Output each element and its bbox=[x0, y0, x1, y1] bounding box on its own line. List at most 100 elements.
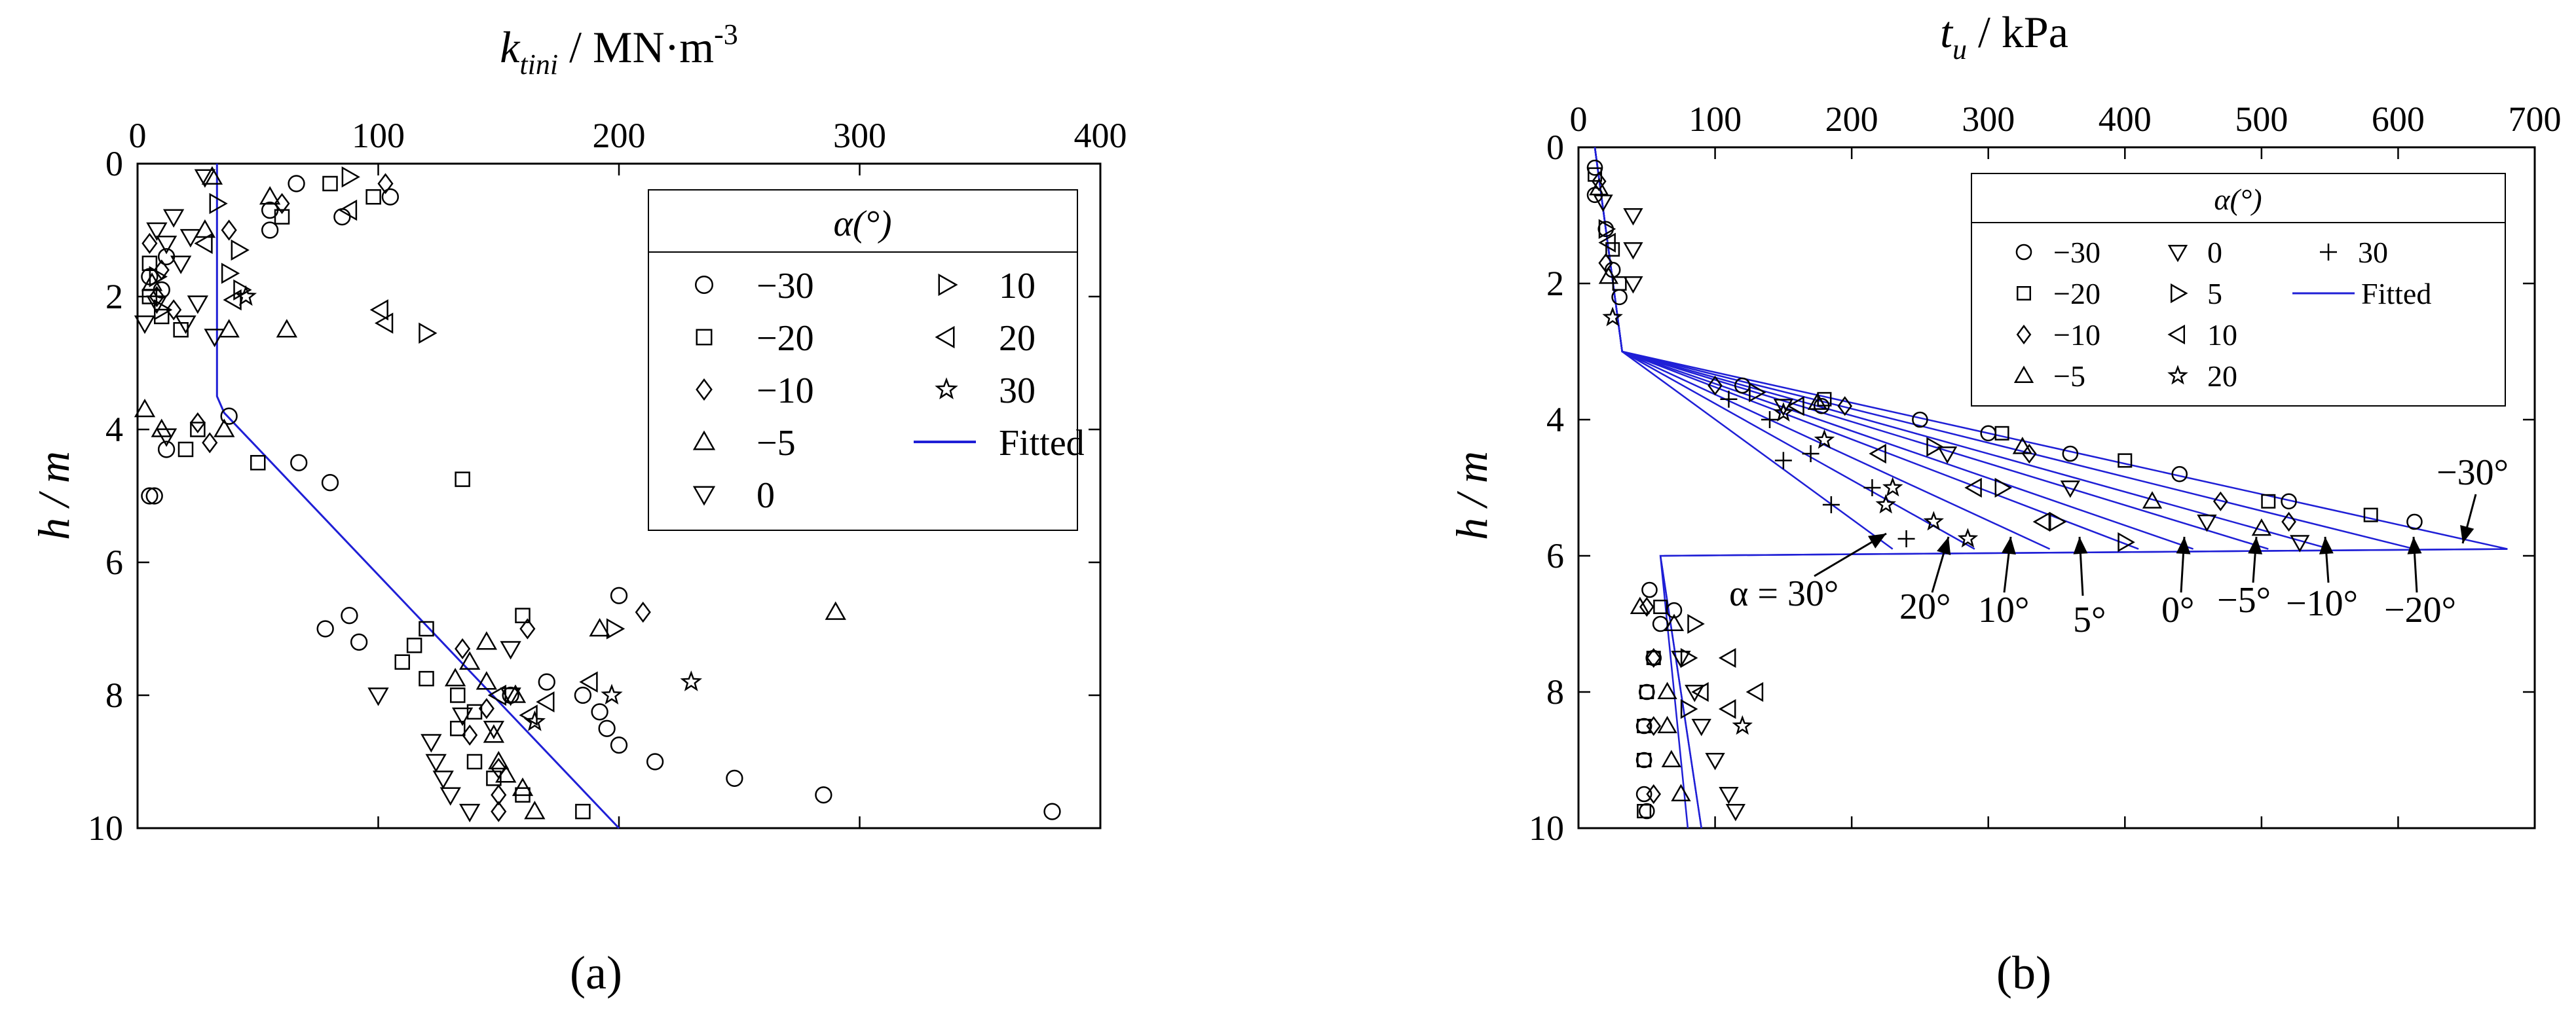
data-point bbox=[1912, 411, 1928, 428]
data-point bbox=[2060, 481, 2081, 498]
fitted-line bbox=[1594, 147, 1894, 550]
legend-marker bbox=[2167, 245, 2188, 263]
legend-b: α(°) −30 0 30 −20 5 Fitted −10 10 −5 20 bbox=[1971, 173, 2506, 407]
data-point bbox=[1605, 242, 1620, 257]
legend-marker bbox=[2017, 286, 2031, 300]
data-point bbox=[288, 175, 305, 192]
data-point bbox=[1787, 396, 1804, 416]
data-point bbox=[680, 670, 703, 691]
annotation-arrowhead bbox=[2460, 525, 2474, 543]
data-point bbox=[1875, 494, 1896, 514]
annotation-label: 5° bbox=[2073, 600, 2106, 640]
data-point bbox=[341, 607, 358, 625]
data-point bbox=[177, 441, 194, 458]
data-point bbox=[458, 651, 481, 670]
legend-marker bbox=[2171, 283, 2188, 304]
data-point bbox=[478, 698, 495, 719]
data-point bbox=[1957, 528, 1979, 548]
data-point bbox=[1837, 396, 1853, 416]
data-point bbox=[635, 602, 651, 623]
data-point bbox=[419, 322, 438, 344]
data-point bbox=[2012, 437, 2033, 454]
legend-marker bbox=[935, 325, 955, 349]
data-point bbox=[455, 638, 471, 660]
data-point bbox=[466, 754, 483, 770]
data-point bbox=[250, 455, 266, 471]
data-point bbox=[218, 319, 240, 338]
legend-marker bbox=[696, 378, 713, 401]
data-point bbox=[406, 638, 422, 653]
data-point bbox=[1641, 581, 1658, 598]
panel-label-a: (a) bbox=[570, 947, 622, 999]
data-point bbox=[233, 279, 252, 301]
y-tick-label: 10 bbox=[1529, 809, 1564, 848]
data-point bbox=[2281, 493, 2297, 510]
legend-marker bbox=[2167, 324, 2185, 345]
data-point bbox=[1718, 699, 1736, 719]
data-point bbox=[1745, 682, 1764, 702]
data-point bbox=[462, 724, 478, 746]
x-tick-label: 100 bbox=[352, 116, 405, 155]
data-point bbox=[1705, 753, 1725, 771]
data-point bbox=[175, 315, 196, 335]
data-point bbox=[432, 771, 454, 790]
data-point bbox=[1638, 683, 1655, 700]
legend-box-a bbox=[648, 189, 1078, 531]
annotation-label: −20° bbox=[2384, 590, 2456, 630]
data-point bbox=[450, 687, 466, 703]
data-point bbox=[231, 239, 250, 261]
annotation-arrowhead bbox=[2073, 537, 2088, 554]
data-point bbox=[341, 166, 360, 188]
data-point bbox=[487, 684, 506, 706]
data-point bbox=[2062, 445, 2079, 462]
legend-marker bbox=[938, 273, 958, 297]
data-point bbox=[1718, 647, 1736, 668]
data-point bbox=[1687, 613, 1705, 634]
y-tick-label: 2 bbox=[105, 277, 123, 316]
y-tick-label: 4 bbox=[105, 410, 123, 449]
legend-marker bbox=[935, 377, 958, 399]
data-point bbox=[155, 428, 177, 447]
annotation-label: −10° bbox=[2286, 583, 2358, 624]
panel-b: tu / kPa h / m (b) 0 100 200 300 400 500 600 70… bbox=[1447, 7, 2562, 999]
data-point bbox=[1645, 649, 1662, 666]
data-point bbox=[1964, 477, 1982, 498]
data-point bbox=[2261, 494, 2276, 509]
legend-marker bbox=[2320, 244, 2337, 261]
annotation-label: −5° bbox=[2217, 580, 2271, 621]
data-point bbox=[1637, 804, 1652, 818]
data-point bbox=[179, 228, 202, 248]
data-point bbox=[444, 668, 466, 687]
data-point bbox=[483, 724, 505, 743]
fitted-line bbox=[215, 164, 620, 829]
data-point bbox=[589, 617, 610, 637]
data-point bbox=[1661, 750, 1681, 767]
y-tick-label: 10 bbox=[88, 809, 123, 848]
annotation-arrowhead bbox=[2407, 537, 2422, 554]
data-point bbox=[476, 671, 498, 690]
data-point bbox=[574, 686, 592, 704]
y-tick-label: 8 bbox=[105, 676, 123, 715]
y-tick-label: 2 bbox=[1546, 264, 1564, 303]
data-point bbox=[149, 266, 168, 287]
data-point bbox=[394, 654, 410, 670]
legend-marker bbox=[2015, 244, 2032, 261]
data-point bbox=[591, 703, 608, 721]
data-point bbox=[276, 319, 298, 338]
data-point bbox=[202, 432, 218, 454]
data-point bbox=[483, 721, 505, 740]
legend-label: 10 bbox=[999, 266, 1036, 306]
data-point bbox=[134, 399, 156, 418]
data-point bbox=[1814, 429, 1835, 449]
data-point bbox=[189, 412, 206, 433]
legend-marker bbox=[2167, 365, 2188, 385]
legend-label: −5 bbox=[756, 423, 796, 464]
data-point bbox=[1749, 382, 1766, 403]
y-tick-label: 0 bbox=[1546, 128, 1564, 167]
data-point bbox=[1593, 194, 1613, 212]
data-point bbox=[157, 441, 176, 458]
data-point bbox=[221, 219, 237, 241]
